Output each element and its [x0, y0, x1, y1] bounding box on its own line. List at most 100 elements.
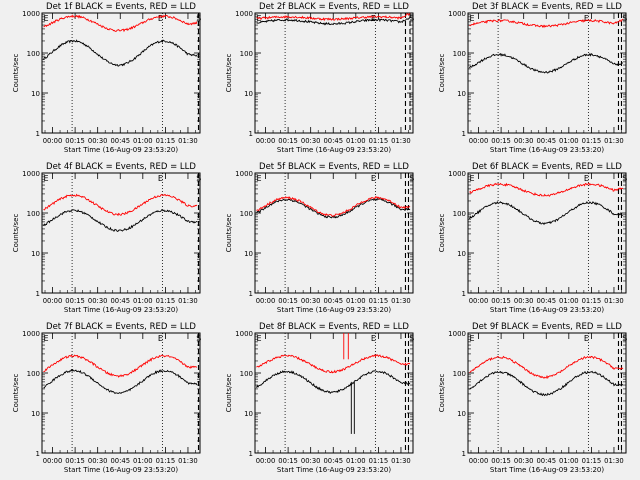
- y-tick-label: 100: [27, 50, 40, 58]
- x-tick-label: 01:30: [604, 297, 624, 305]
- x-axis-label: Start Time (16-Aug-09 23:53:20): [277, 306, 391, 314]
- y-tick-label: 10: [244, 410, 253, 418]
- marker-letter: S: [196, 14, 201, 23]
- x-tick-label: 00:00: [43, 137, 63, 145]
- x-tick-label: 00:15: [491, 297, 511, 305]
- x-tick-label: 00:15: [491, 137, 511, 145]
- lld-series-line: [43, 193, 198, 217]
- marker-letter: E: [257, 174, 262, 183]
- y-tick-label: 1: [36, 450, 40, 458]
- chart-title: Det 7f BLACK = Events, RED = LLD: [46, 322, 196, 332]
- axes-frame: [254, 12, 414, 134]
- chart-title: Det 1f BLACK = Events, RED = LLD: [46, 2, 196, 12]
- chart-panel-8: Det 8f BLACK = Events, RED = LLD 1 10 100 10…: [225, 322, 414, 474]
- x-tick-label: 00:30: [514, 297, 534, 305]
- x-tick-label: 00:30: [514, 137, 534, 145]
- marker-letter: E: [257, 334, 262, 343]
- y-axis-label: Counts/sec: [225, 374, 233, 413]
- y-tick-label: 10: [457, 90, 466, 98]
- x-tick-label: 01:30: [391, 457, 411, 465]
- x-tick-label: 01:00: [346, 457, 366, 465]
- x-tick-label: 00:45: [110, 297, 130, 305]
- x-tick-label: 00:45: [110, 137, 130, 145]
- lld-series-line: [256, 195, 411, 217]
- axes-frame: [254, 172, 414, 294]
- y-tick-label: 10: [457, 250, 466, 258]
- marker-letter: S: [622, 334, 627, 343]
- marker-letter: E: [584, 14, 589, 23]
- x-tick-label: 01:00: [346, 297, 366, 305]
- y-tick-label: 10: [31, 90, 40, 98]
- chart-panel-4: Det 4f BLACK = Events, RED = LLD 1 10 100 10…: [12, 162, 201, 314]
- marker-letter: S: [622, 14, 627, 23]
- events-series-line: [469, 370, 624, 397]
- x-tick-label: 00:00: [256, 137, 276, 145]
- y-tick-label: 1: [36, 290, 40, 298]
- x-tick-label: 00:45: [323, 137, 343, 145]
- chart-panel-5: Det 5f BLACK = Events, RED = LLD 1 10 100 10…: [225, 162, 414, 314]
- marker-letter: E: [158, 174, 163, 183]
- marker-letter: E: [158, 334, 163, 343]
- x-tick-label: 00:30: [88, 137, 108, 145]
- y-tick-label: 1000: [22, 10, 40, 18]
- y-tick-label: 1000: [235, 170, 253, 178]
- events-series-line: [469, 52, 624, 74]
- y-tick-label: 100: [27, 370, 40, 378]
- marker-letter: S: [409, 174, 414, 183]
- x-tick-label: 00:45: [536, 457, 556, 465]
- x-tick-label: 00:45: [323, 457, 343, 465]
- y-tick-label: 1: [462, 450, 466, 458]
- marker-letter: E: [371, 174, 376, 183]
- marker-letter: E: [470, 174, 475, 183]
- x-tick-label: 01:30: [178, 137, 198, 145]
- marker-letter: S: [622, 174, 627, 183]
- x-axis-label: Start Time (16-Aug-09 23:53:20): [64, 306, 178, 314]
- lld-series-line: [469, 355, 624, 380]
- x-tick-label: 01:15: [369, 297, 389, 305]
- lld-series-line: [43, 14, 198, 33]
- x-tick-label: 00:00: [43, 297, 63, 305]
- x-tick-label: 01:00: [346, 137, 366, 145]
- x-axis-label: Start Time (16-Aug-09 23:53:20): [490, 466, 604, 474]
- x-tick-label: 01:30: [604, 137, 624, 145]
- events-series-line: [43, 368, 198, 395]
- y-tick-label: 1: [249, 130, 253, 138]
- x-tick-label: 00:00: [43, 457, 63, 465]
- marker-letter: S: [196, 174, 201, 183]
- lld-series-line: [256, 13, 411, 22]
- x-tick-label: 00:30: [88, 457, 108, 465]
- x-tick-label: 00:15: [491, 457, 511, 465]
- y-tick-label: 100: [240, 210, 253, 218]
- y-tick-label: 1000: [448, 170, 466, 178]
- marker-letter: S: [409, 334, 414, 343]
- x-tick-label: 00:00: [469, 137, 489, 145]
- chart-title: Det 2f BLACK = Events, RED = LLD: [259, 2, 409, 12]
- x-tick-label: 01:15: [582, 137, 602, 145]
- y-tick-label: 1: [249, 290, 253, 298]
- x-axis-label: Start Time (16-Aug-09 23:53:20): [490, 306, 604, 314]
- y-tick-label: 1000: [235, 330, 253, 338]
- y-tick-label: 10: [244, 250, 253, 258]
- x-tick-label: 01:00: [559, 297, 579, 305]
- x-tick-label: 01:30: [391, 137, 411, 145]
- x-tick-label: 00:00: [469, 297, 489, 305]
- y-tick-label: 100: [453, 370, 466, 378]
- y-tick-label: 1: [36, 130, 40, 138]
- marker-letter: S: [196, 334, 201, 343]
- x-tick-label: 00:45: [536, 137, 556, 145]
- y-tick-label: 10: [31, 250, 40, 258]
- x-tick-label: 01:15: [582, 297, 602, 305]
- x-tick-label: 00:30: [301, 297, 321, 305]
- axes-frame: [467, 172, 627, 294]
- chart-panel-9: Det 9f BLACK = Events, RED = LLD 1 10 100 10…: [438, 322, 627, 474]
- x-tick-label: 01:00: [559, 457, 579, 465]
- x-tick-label: 00:45: [536, 297, 556, 305]
- x-tick-label: 01:15: [369, 137, 389, 145]
- y-tick-label: 100: [453, 50, 466, 58]
- y-tick-label: 1: [249, 450, 253, 458]
- y-tick-label: 1000: [235, 10, 253, 18]
- y-tick-label: 1: [462, 130, 466, 138]
- x-tick-label: 00:15: [65, 297, 85, 305]
- x-tick-label: 00:00: [256, 297, 276, 305]
